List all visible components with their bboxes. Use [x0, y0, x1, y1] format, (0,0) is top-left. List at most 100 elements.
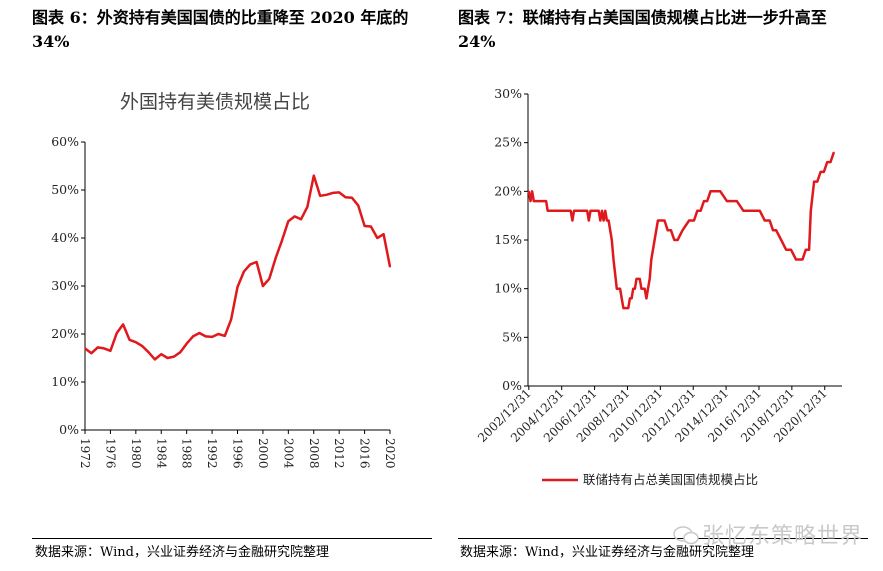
data-point — [588, 219, 590, 222]
data-point — [179, 351, 182, 354]
data-point — [313, 174, 315, 177]
data-point — [553, 210, 556, 212]
data-point — [255, 261, 258, 263]
x-tick-label: 2004 — [281, 438, 295, 469]
x-tick-label: 2020 — [383, 438, 397, 469]
data-point — [703, 200, 705, 202]
y-tick-label: 10% — [51, 374, 79, 389]
data-point — [533, 200, 535, 202]
data-point — [376, 237, 379, 239]
data-point — [634, 287, 636, 290]
data-point — [639, 278, 641, 280]
x-tick-label: 2016 — [358, 438, 372, 469]
x-tick-label: 1972 — [78, 438, 92, 469]
data-point — [192, 335, 194, 338]
data-point — [625, 307, 628, 309]
data-point — [281, 239, 283, 242]
data-point — [589, 210, 592, 212]
data-point — [749, 210, 751, 212]
watermark-text: 张忆东策略世界 — [702, 524, 864, 549]
data-point — [726, 200, 728, 202]
chart-1-title: 外国持有美债规模占比 — [120, 91, 310, 113]
data-point — [660, 219, 662, 222]
data-point — [632, 287, 634, 290]
data-point — [676, 239, 679, 241]
data-point — [293, 215, 296, 218]
data-point — [230, 318, 232, 321]
data-point — [338, 191, 341, 194]
x-tick-label: 1996 — [231, 438, 245, 469]
data-point — [648, 278, 651, 280]
data-point — [389, 266, 391, 268]
data-point — [122, 323, 124, 326]
data-point — [268, 278, 271, 280]
data-point — [768, 219, 771, 222]
data-point — [759, 210, 761, 212]
data-point — [204, 335, 207, 338]
data-point — [166, 357, 169, 359]
data-point — [755, 210, 758, 212]
data-point — [147, 351, 150, 354]
data-point — [810, 210, 812, 212]
data-point — [599, 219, 602, 222]
data-point — [545, 200, 547, 202]
data-point — [805, 248, 807, 251]
data-point — [620, 297, 623, 300]
data-point — [571, 219, 574, 222]
data-point — [627, 307, 630, 309]
data-point — [790, 248, 792, 251]
chart-2-legend: 联储持有占总美国国债规模占比 — [542, 472, 758, 487]
data-point — [185, 342, 188, 345]
data-point — [696, 210, 699, 212]
data-point — [816, 180, 819, 183]
x-tick-label: 1980 — [129, 438, 143, 469]
data-point — [801, 258, 804, 261]
data-point — [363, 225, 366, 227]
y-tick-label: 20% — [51, 326, 79, 341]
figure-6-divider — [32, 538, 432, 539]
data-point — [606, 219, 608, 222]
data-point — [561, 210, 564, 212]
data-point — [736, 200, 738, 202]
data-point — [573, 210, 575, 212]
data-point — [325, 194, 328, 196]
data-point — [96, 346, 99, 349]
data-point — [546, 210, 549, 212]
data-point — [569, 210, 572, 212]
data-point — [370, 225, 372, 228]
data-point — [653, 239, 656, 241]
data-point — [808, 248, 810, 251]
data-point — [798, 258, 801, 261]
data-point — [211, 336, 213, 338]
data-point — [262, 285, 264, 287]
y-tick-label: 30% — [51, 278, 79, 293]
data-point — [650, 258, 653, 261]
data-point — [666, 229, 669, 232]
data-point — [609, 229, 611, 232]
data-point — [619, 287, 621, 290]
data-point — [775, 229, 777, 232]
data-point — [795, 258, 797, 261]
data-point — [663, 219, 666, 222]
figure-7-title: 图表 7：联储持有占美国国债规模占比进一步升高至 24% — [458, 8, 827, 51]
y-tick-label: 5% — [502, 329, 522, 344]
y-tick-label: 40% — [51, 230, 79, 245]
data-point — [622, 307, 625, 309]
data-point — [647, 287, 649, 290]
data-point — [731, 200, 733, 202]
data-point — [243, 270, 245, 273]
data-point — [300, 218, 302, 221]
data-point — [535, 200, 537, 202]
data-point — [813, 180, 815, 183]
y-tick-label: 0% — [59, 422, 79, 437]
x-tick-label: 2012 — [332, 438, 346, 469]
data-point — [538, 200, 541, 202]
data-point — [640, 287, 643, 290]
x-tick-label: 2000 — [256, 438, 270, 469]
data-point — [699, 210, 702, 212]
data-point — [833, 151, 835, 154]
data-point — [643, 287, 646, 290]
wechat-bubbles-icon — [673, 526, 699, 545]
y-tick-label: 15% — [494, 232, 522, 247]
data-point — [709, 190, 712, 193]
